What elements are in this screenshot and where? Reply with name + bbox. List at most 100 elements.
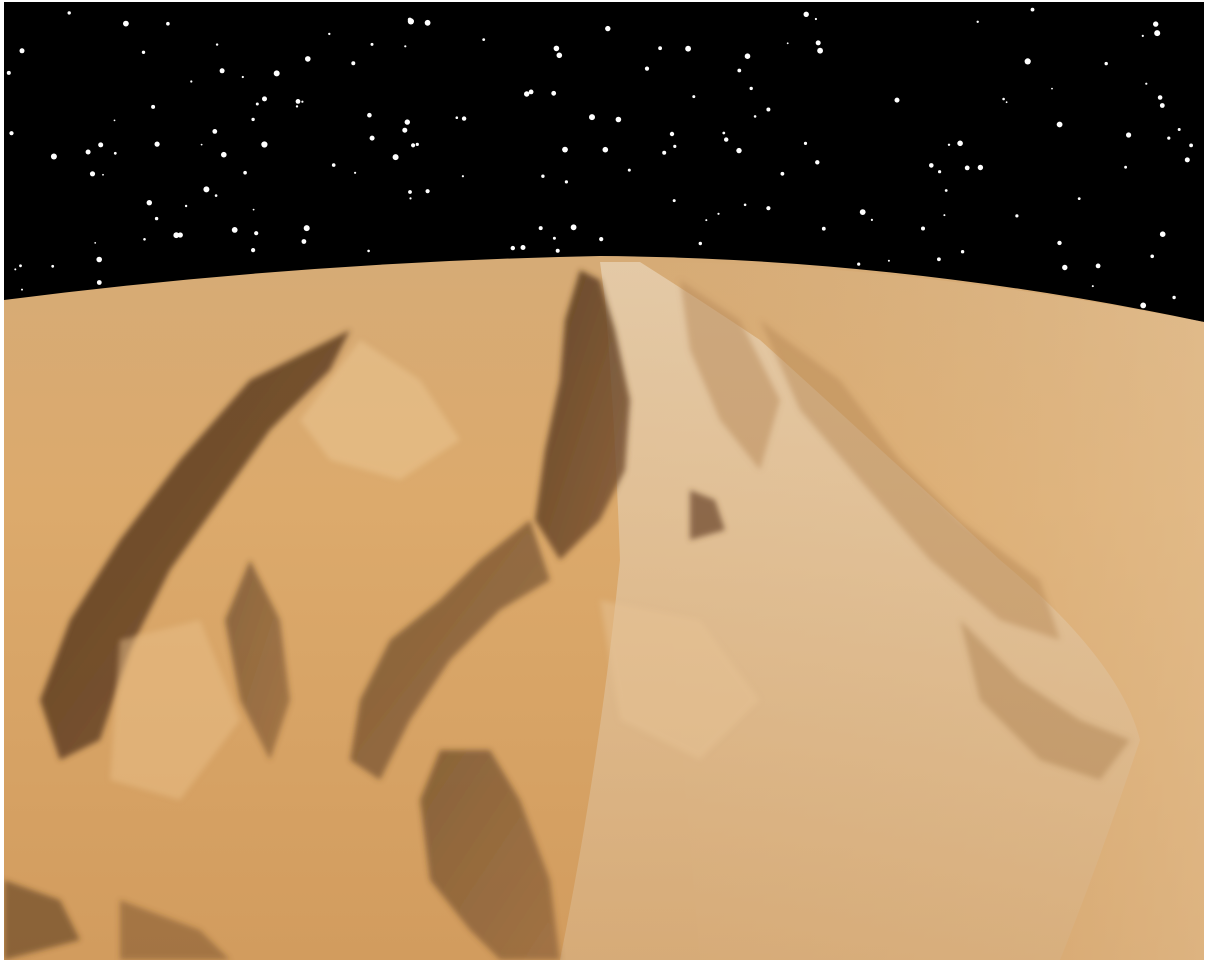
star — [424, 19, 431, 26]
ridge-highlight — [110, 620, 240, 800]
star — [166, 21, 170, 26]
star — [369, 135, 375, 141]
star — [295, 99, 301, 104]
star — [408, 190, 412, 194]
star — [929, 163, 934, 168]
star — [409, 197, 412, 200]
star — [328, 32, 331, 36]
star — [98, 142, 104, 148]
star — [231, 227, 238, 233]
star — [615, 116, 622, 123]
star — [221, 151, 227, 158]
star — [254, 231, 259, 236]
star — [154, 216, 159, 221]
star — [461, 175, 464, 178]
star — [1189, 143, 1193, 148]
star — [1030, 7, 1035, 12]
star — [658, 46, 662, 51]
star — [1077, 197, 1081, 201]
star — [749, 86, 753, 91]
star — [859, 209, 866, 216]
star — [404, 119, 410, 125]
star — [1051, 87, 1053, 90]
star — [482, 38, 486, 41]
star — [123, 20, 129, 27]
star — [887, 259, 890, 262]
star — [251, 117, 255, 122]
star — [821, 226, 826, 231]
star — [673, 144, 677, 148]
star — [662, 150, 667, 155]
star — [9, 131, 14, 136]
star — [1104, 61, 1108, 66]
canyon-wall — [120, 900, 230, 960]
star — [184, 204, 188, 208]
frame-edge — [0, 0, 1208, 2]
star — [766, 206, 771, 211]
star — [143, 238, 146, 241]
star — [1177, 128, 1181, 131]
star — [803, 11, 809, 17]
star — [1091, 285, 1094, 288]
frame-edge — [0, 960, 1208, 962]
frame-edge — [1204, 0, 1208, 962]
star — [528, 89, 534, 95]
frame-edge — [0, 0, 4, 962]
star — [589, 114, 595, 121]
star — [815, 40, 821, 46]
star — [1159, 231, 1166, 237]
star — [555, 248, 560, 253]
star — [1154, 30, 1161, 37]
star — [599, 237, 604, 242]
star — [51, 264, 55, 268]
star — [1005, 101, 1008, 104]
trench-wall — [680, 280, 780, 470]
star — [736, 147, 742, 154]
star — [411, 143, 416, 148]
canyon-wall — [350, 520, 550, 780]
canyon-wall — [225, 560, 290, 760]
star — [705, 219, 708, 222]
star — [737, 68, 742, 73]
star — [960, 250, 965, 254]
star — [173, 232, 180, 239]
star — [241, 75, 244, 79]
star — [141, 50, 146, 54]
star — [407, 18, 414, 25]
star — [1015, 214, 1019, 218]
star — [113, 151, 117, 155]
star — [1141, 34, 1144, 38]
star — [455, 116, 459, 119]
star — [96, 256, 102, 263]
trench-floor — [560, 262, 1140, 960]
star — [570, 224, 577, 231]
star — [556, 52, 563, 59]
star — [1126, 132, 1132, 138]
star — [6, 70, 11, 75]
star — [857, 262, 861, 266]
star — [947, 143, 951, 146]
star — [367, 249, 370, 253]
star — [672, 199, 676, 203]
star — [1140, 302, 1147, 309]
star — [273, 70, 280, 77]
star — [602, 146, 609, 153]
ridge-highlights — [110, 340, 760, 800]
star — [1056, 121, 1063, 128]
star — [190, 80, 193, 83]
star — [1145, 82, 1148, 85]
star — [803, 141, 808, 145]
trench-wall — [690, 490, 725, 540]
star — [944, 189, 948, 192]
star — [415, 142, 419, 146]
star — [102, 173, 104, 176]
star — [1057, 240, 1062, 246]
canyon-wall — [40, 330, 350, 760]
star — [392, 154, 399, 161]
canyon-shadows — [4, 270, 630, 960]
star — [402, 127, 408, 133]
trench-wall — [960, 620, 1130, 780]
star — [815, 160, 820, 165]
star — [19, 264, 22, 268]
star — [251, 248, 256, 253]
